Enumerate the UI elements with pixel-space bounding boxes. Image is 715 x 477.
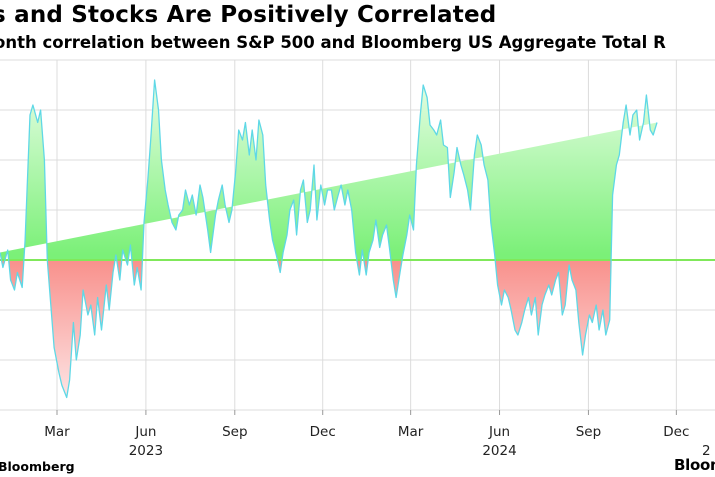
bloomberg-logo: Bloom xyxy=(674,456,715,474)
x-axis-ticks: Mar Jun Sep Dec Mar Jun Sep Dec 2023 2024 2 xyxy=(44,410,711,459)
year-label: 2024 xyxy=(482,443,516,459)
area-fills xyxy=(0,80,657,398)
chart-title: s and Stocks Are Positively Correlated xyxy=(0,2,497,28)
x-tick-label: Jun xyxy=(488,424,510,440)
source-label: Bloomberg xyxy=(0,459,75,474)
positive-area xyxy=(0,80,657,260)
x-tick-label: Mar xyxy=(44,424,70,440)
year-label: 2023 xyxy=(129,443,163,459)
x-tick-label: Sep xyxy=(222,424,247,440)
series-line xyxy=(0,79,658,399)
negative-area xyxy=(1,260,612,398)
x-tick-label: Dec xyxy=(310,424,336,440)
year-label: 2 xyxy=(702,443,711,459)
chart-subtitle: onth correlation between S&P 500 and Blo… xyxy=(0,33,666,52)
x-tick-label: Jun xyxy=(134,424,156,440)
x-tick-label: Mar xyxy=(398,424,424,440)
correlation-line xyxy=(0,79,658,399)
x-tick-label: Dec xyxy=(663,424,689,440)
x-tick-label: Sep xyxy=(576,424,601,440)
